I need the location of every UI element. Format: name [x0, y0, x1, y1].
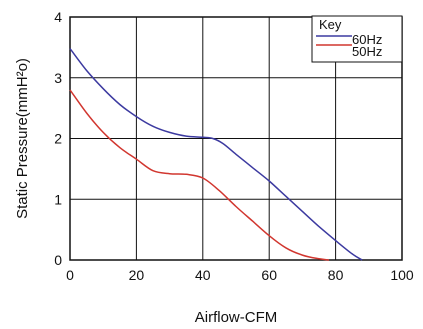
x-tick-label: 80 — [328, 267, 344, 283]
y-axis-label: Static Pressure(mmH²o) — [14, 58, 31, 219]
y-tick-label: 2 — [54, 131, 62, 147]
series-line-50hz — [69, 89, 330, 261]
y-tick-label: 3 — [54, 70, 62, 86]
series-line-60hz — [69, 48, 363, 261]
series-layer — [69, 48, 363, 261]
x-tick-label: 100 — [390, 267, 414, 283]
y-tick-label: 0 — [54, 252, 62, 268]
legend-title: Key — [319, 17, 342, 32]
legend-box — [311, 15, 403, 63]
legend: Key 60Hz 50Hz — [311, 15, 403, 63]
x-tick-label: 40 — [195, 267, 211, 283]
y-tick-label: 1 — [54, 191, 62, 207]
legend-label-60hz: 60Hz — [352, 32, 382, 47]
x-tick-label: 0 — [66, 267, 74, 283]
x-axis-label: Airflow-CFM — [195, 309, 278, 326]
tick-labels: 0 20 40 60 80 100 0 1 2 3 4 — [54, 9, 414, 283]
x-tick-label: 60 — [261, 267, 277, 283]
legend-label-50hz: 50Hz — [352, 44, 382, 59]
plot-area — [69, 16, 403, 261]
x-tick-label: 20 — [129, 267, 145, 283]
y-tick-label: 4 — [54, 9, 62, 25]
